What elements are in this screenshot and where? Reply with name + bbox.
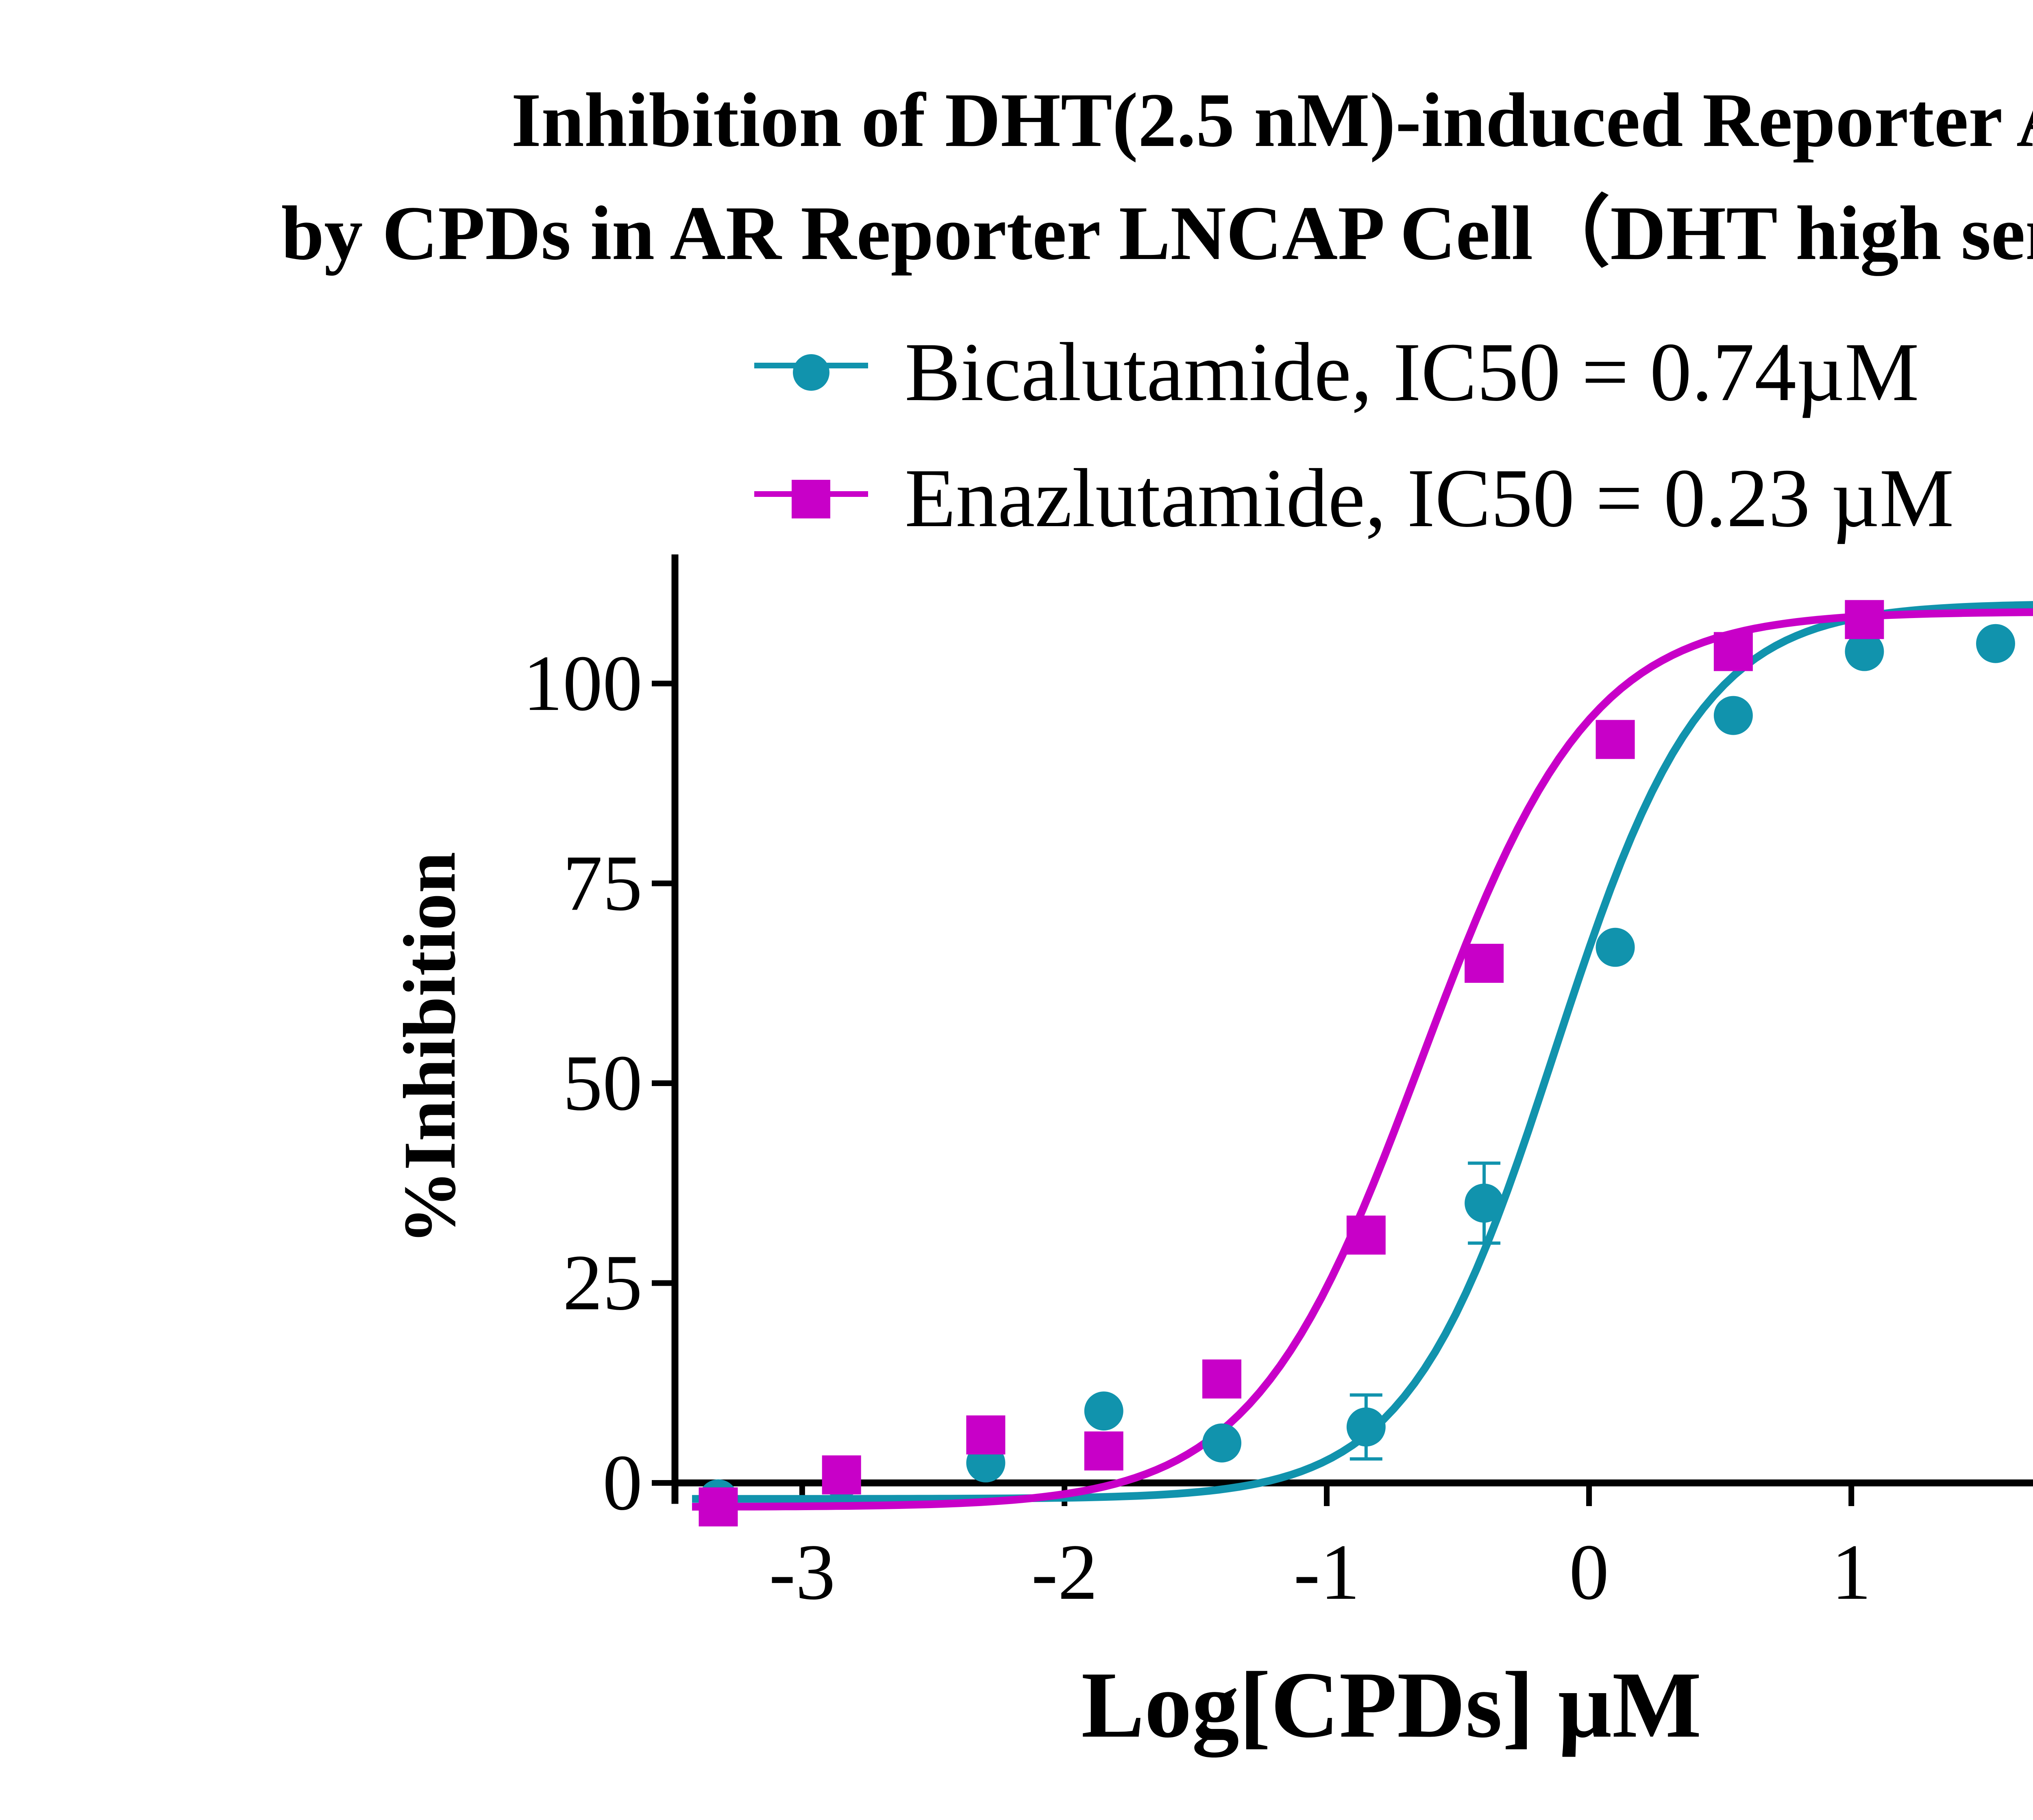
svg-text:25: 25 xyxy=(563,1239,642,1327)
svg-text:%Inhibition: %Inhibition xyxy=(388,852,471,1245)
svg-text:-1: -1 xyxy=(1293,1528,1360,1616)
svg-text:-3: -3 xyxy=(769,1528,835,1616)
svg-text:100: 100 xyxy=(523,639,642,727)
svg-text:-2: -2 xyxy=(1031,1528,1097,1616)
svg-text:1: 1 xyxy=(1831,1528,1871,1616)
svg-text:0: 0 xyxy=(603,1439,642,1527)
svg-text:75: 75 xyxy=(563,839,642,927)
svg-text:0: 0 xyxy=(1569,1528,1609,1616)
svg-text:Log[CPDs] µM: Log[CPDs] µM xyxy=(1081,1652,1702,1758)
svg-text:50: 50 xyxy=(563,1039,642,1127)
